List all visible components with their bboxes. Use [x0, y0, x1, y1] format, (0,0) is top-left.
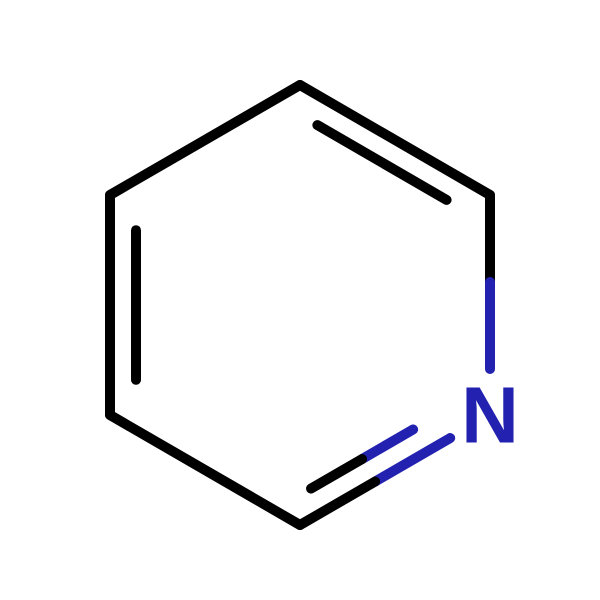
molecule-canvas: N: [0, 0, 600, 600]
bond: [311, 459, 362, 489]
bond: [300, 85, 490, 195]
bond: [110, 415, 300, 525]
bond: [362, 429, 413, 459]
n-atom-label: N: [461, 371, 519, 460]
bond: [110, 85, 300, 195]
